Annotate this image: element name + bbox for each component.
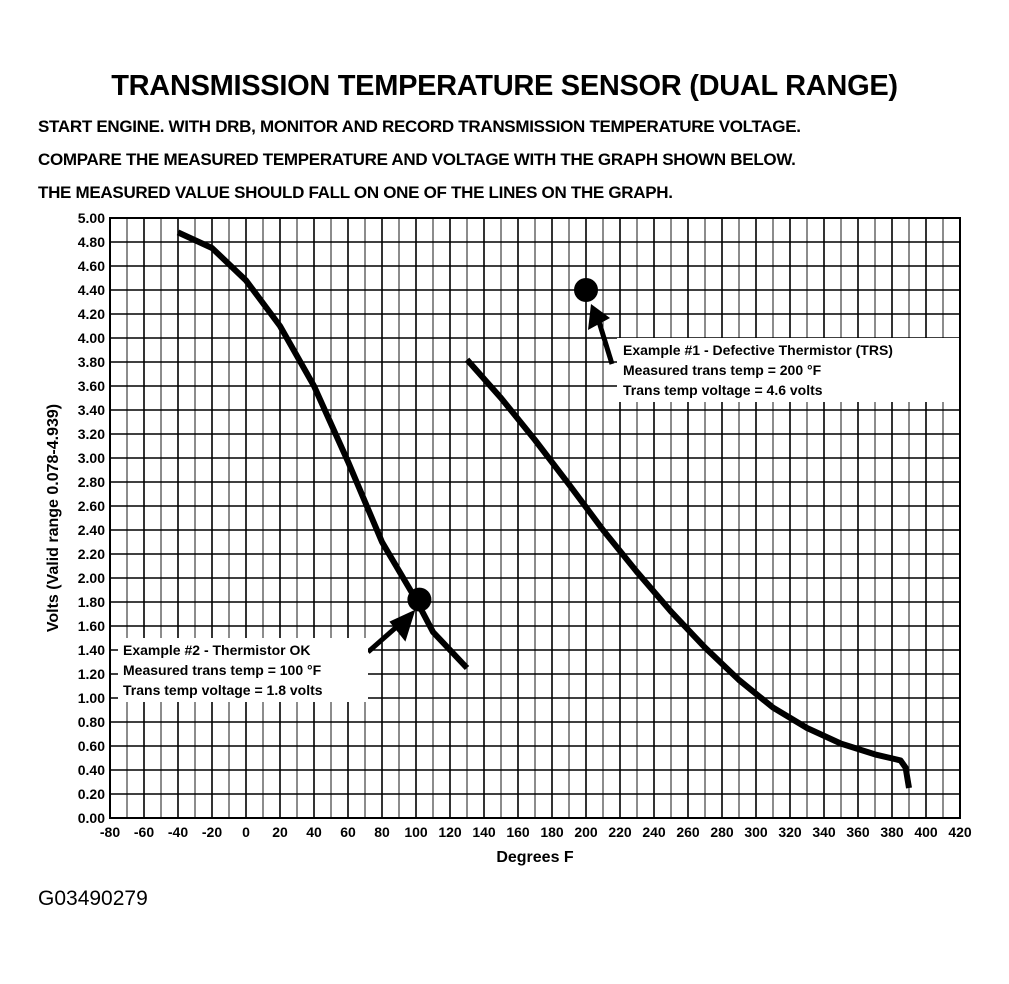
x-tick-label: 140 (472, 824, 496, 840)
x-tick-label: 400 (914, 824, 938, 840)
example-2-arrowhead (389, 609, 416, 642)
example-2-text-line: Example #2 - Thermistor OK (123, 642, 311, 658)
annotations: Example #1 - Defective Thermistor (TRS) M… (118, 278, 959, 702)
y-tick-label: 0.80 (78, 714, 105, 730)
x-tick-label: 360 (846, 824, 870, 840)
y-tick-label: 3.40 (78, 402, 105, 418)
x-tick-label: 260 (676, 824, 700, 840)
figure-id: G03490279 (38, 887, 148, 910)
example-1-text-line: Trans temp voltage = 4.6 volts (623, 382, 823, 398)
y-tick-label: 4.80 (78, 234, 105, 250)
y-tick-label: 4.60 (78, 258, 105, 274)
x-tick-label: 320 (778, 824, 802, 840)
y-tick-label: 4.00 (78, 330, 105, 346)
x-tick-label: 60 (340, 824, 356, 840)
x-tick-label: 240 (642, 824, 666, 840)
x-tick-label: -60 (134, 824, 154, 840)
y-tick-label: 0.00 (78, 810, 105, 826)
y-tick-label: 3.00 (78, 450, 105, 466)
y-axis-label: Volts (Valid range 0.078-4.939) (45, 404, 62, 632)
instruction-line-1: START ENGINE. WITH DRB, MONITOR AND RECO… (38, 117, 801, 136)
x-tick-label: -20 (202, 824, 222, 840)
y-tick-label: 3.60 (78, 378, 105, 394)
y-tick-label: 2.20 (78, 546, 105, 562)
tick-labels: -80 -60 -40 -20 0 20 40 60 80 100 120 140 160 180 200 2… (78, 210, 972, 840)
y-tick-label: 0.60 (78, 738, 105, 754)
x-tick-label: 380 (880, 824, 904, 840)
y-tick-label: 2.00 (78, 570, 105, 586)
y-tick-label: 5.00 (78, 210, 105, 226)
example-2-label-bg (118, 638, 368, 702)
x-tick-label: -80 (100, 824, 120, 840)
x-tick-label: 300 (744, 824, 768, 840)
x-tick-label: 180 (540, 824, 564, 840)
x-tick-label: 280 (710, 824, 734, 840)
x-tick-label: 120 (438, 824, 462, 840)
chart-title: TRANSMISSION TEMPERATURE SENSOR (DUAL RA… (111, 70, 898, 102)
x-tick-label: 220 (608, 824, 632, 840)
instruction-line-2: COMPARE THE MEASURED TEMPERATURE AND VOL… (38, 150, 796, 169)
series-line-1 (176, 229, 470, 671)
x-tick-label: -40 (168, 824, 188, 840)
x-tick-label: 0 (242, 824, 250, 840)
x-tick-label: 80 (374, 824, 390, 840)
y-tick-label: 1.80 (78, 594, 105, 610)
x-tick-label: 160 (506, 824, 530, 840)
y-tick-label: 4.20 (78, 306, 105, 322)
chart-grid (109, 217, 961, 819)
y-tick-label: 0.20 (78, 786, 105, 802)
y-tick-label: 1.40 (78, 642, 105, 658)
example-2-text-line: Trans temp voltage = 1.8 volts (123, 682, 323, 698)
y-tick-label: 0.40 (78, 762, 105, 778)
y-tick-label: 4.40 (78, 282, 105, 298)
example-1-marker (574, 278, 598, 302)
y-tick-label: 2.40 (78, 522, 105, 538)
example-1-arrowhead (588, 304, 610, 330)
plot-frame (109, 217, 961, 819)
example-1-text-line: Measured trans temp = 200 °F (623, 362, 822, 378)
y-tick-label: 3.80 (78, 354, 105, 370)
y-tick-label: 1.00 (78, 690, 105, 706)
sensor-curves (176, 229, 912, 789)
x-tick-label: 200 (574, 824, 598, 840)
example-2-text-line: Measured trans temp = 100 °F (123, 662, 322, 678)
example-2-marker (407, 587, 432, 612)
x-tick-label: 100 (404, 824, 428, 840)
x-axis-label: Degrees F (496, 849, 574, 866)
y-tick-label: 3.20 (78, 426, 105, 442)
instruction-line-3: THE MEASURED VALUE SHOULD FALL ON ONE OF… (38, 183, 673, 202)
x-tick-label: 340 (812, 824, 836, 840)
y-tick-label: 1.60 (78, 618, 105, 634)
series-line-2 (464, 357, 912, 789)
y-tick-label: 2.60 (78, 498, 105, 514)
y-tick-label: 2.80 (78, 474, 105, 490)
y-tick-label: 1.20 (78, 666, 105, 682)
x-tick-label: 420 (948, 824, 972, 840)
x-tick-label: 20 (272, 824, 288, 840)
example-1-label-bg (617, 338, 959, 402)
example-1-text-line: Example #1 - Defective Thermistor (TRS) (623, 342, 893, 358)
x-tick-label: 40 (306, 824, 322, 840)
